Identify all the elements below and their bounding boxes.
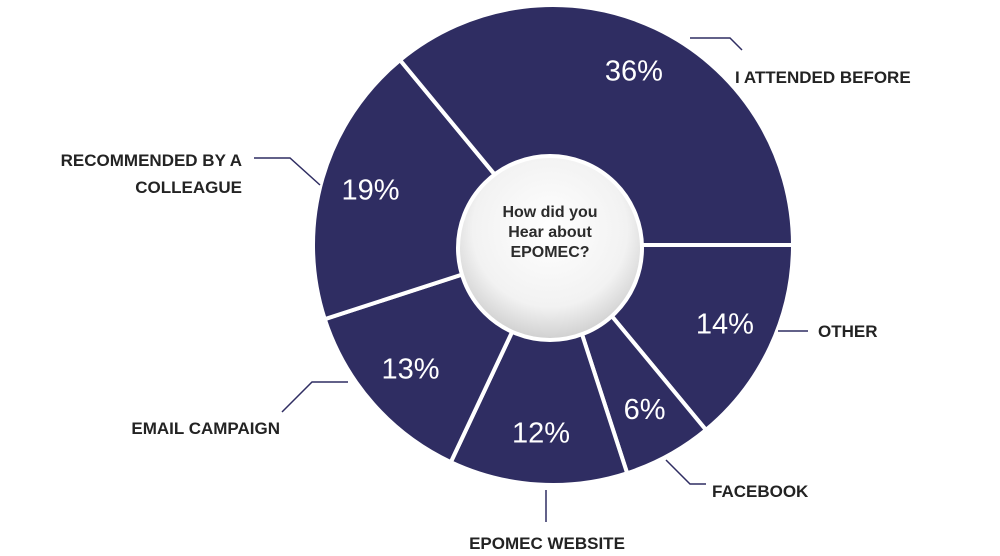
category-label: FACEBOOK [712,482,809,501]
pie-slice [448,239,630,487]
leader-line [665,459,706,485]
center-badge [456,154,644,342]
value-label: 6% [624,394,666,426]
category-label: EPOMEC WEBSITE [469,534,625,553]
leader-line [281,381,348,413]
value-label: 19% [342,175,400,207]
value-label: 14% [696,309,754,341]
value-label: 36% [605,56,663,88]
center-title: How did you Hear about EPOMEC? [502,204,598,261]
value-label: 13% [381,353,439,385]
category-label: RECOMMENDED BY A COLLEAGUE [60,151,242,197]
leader-line [690,37,743,51]
category-label: EMAIL CAMPAIGN [131,419,280,438]
category-label: OTHER [818,322,878,341]
category-label: I ATTENDED BEFORE [735,68,911,87]
value-label: 12% [512,417,570,449]
leader-line [254,157,321,186]
pie-slice [397,3,796,247]
